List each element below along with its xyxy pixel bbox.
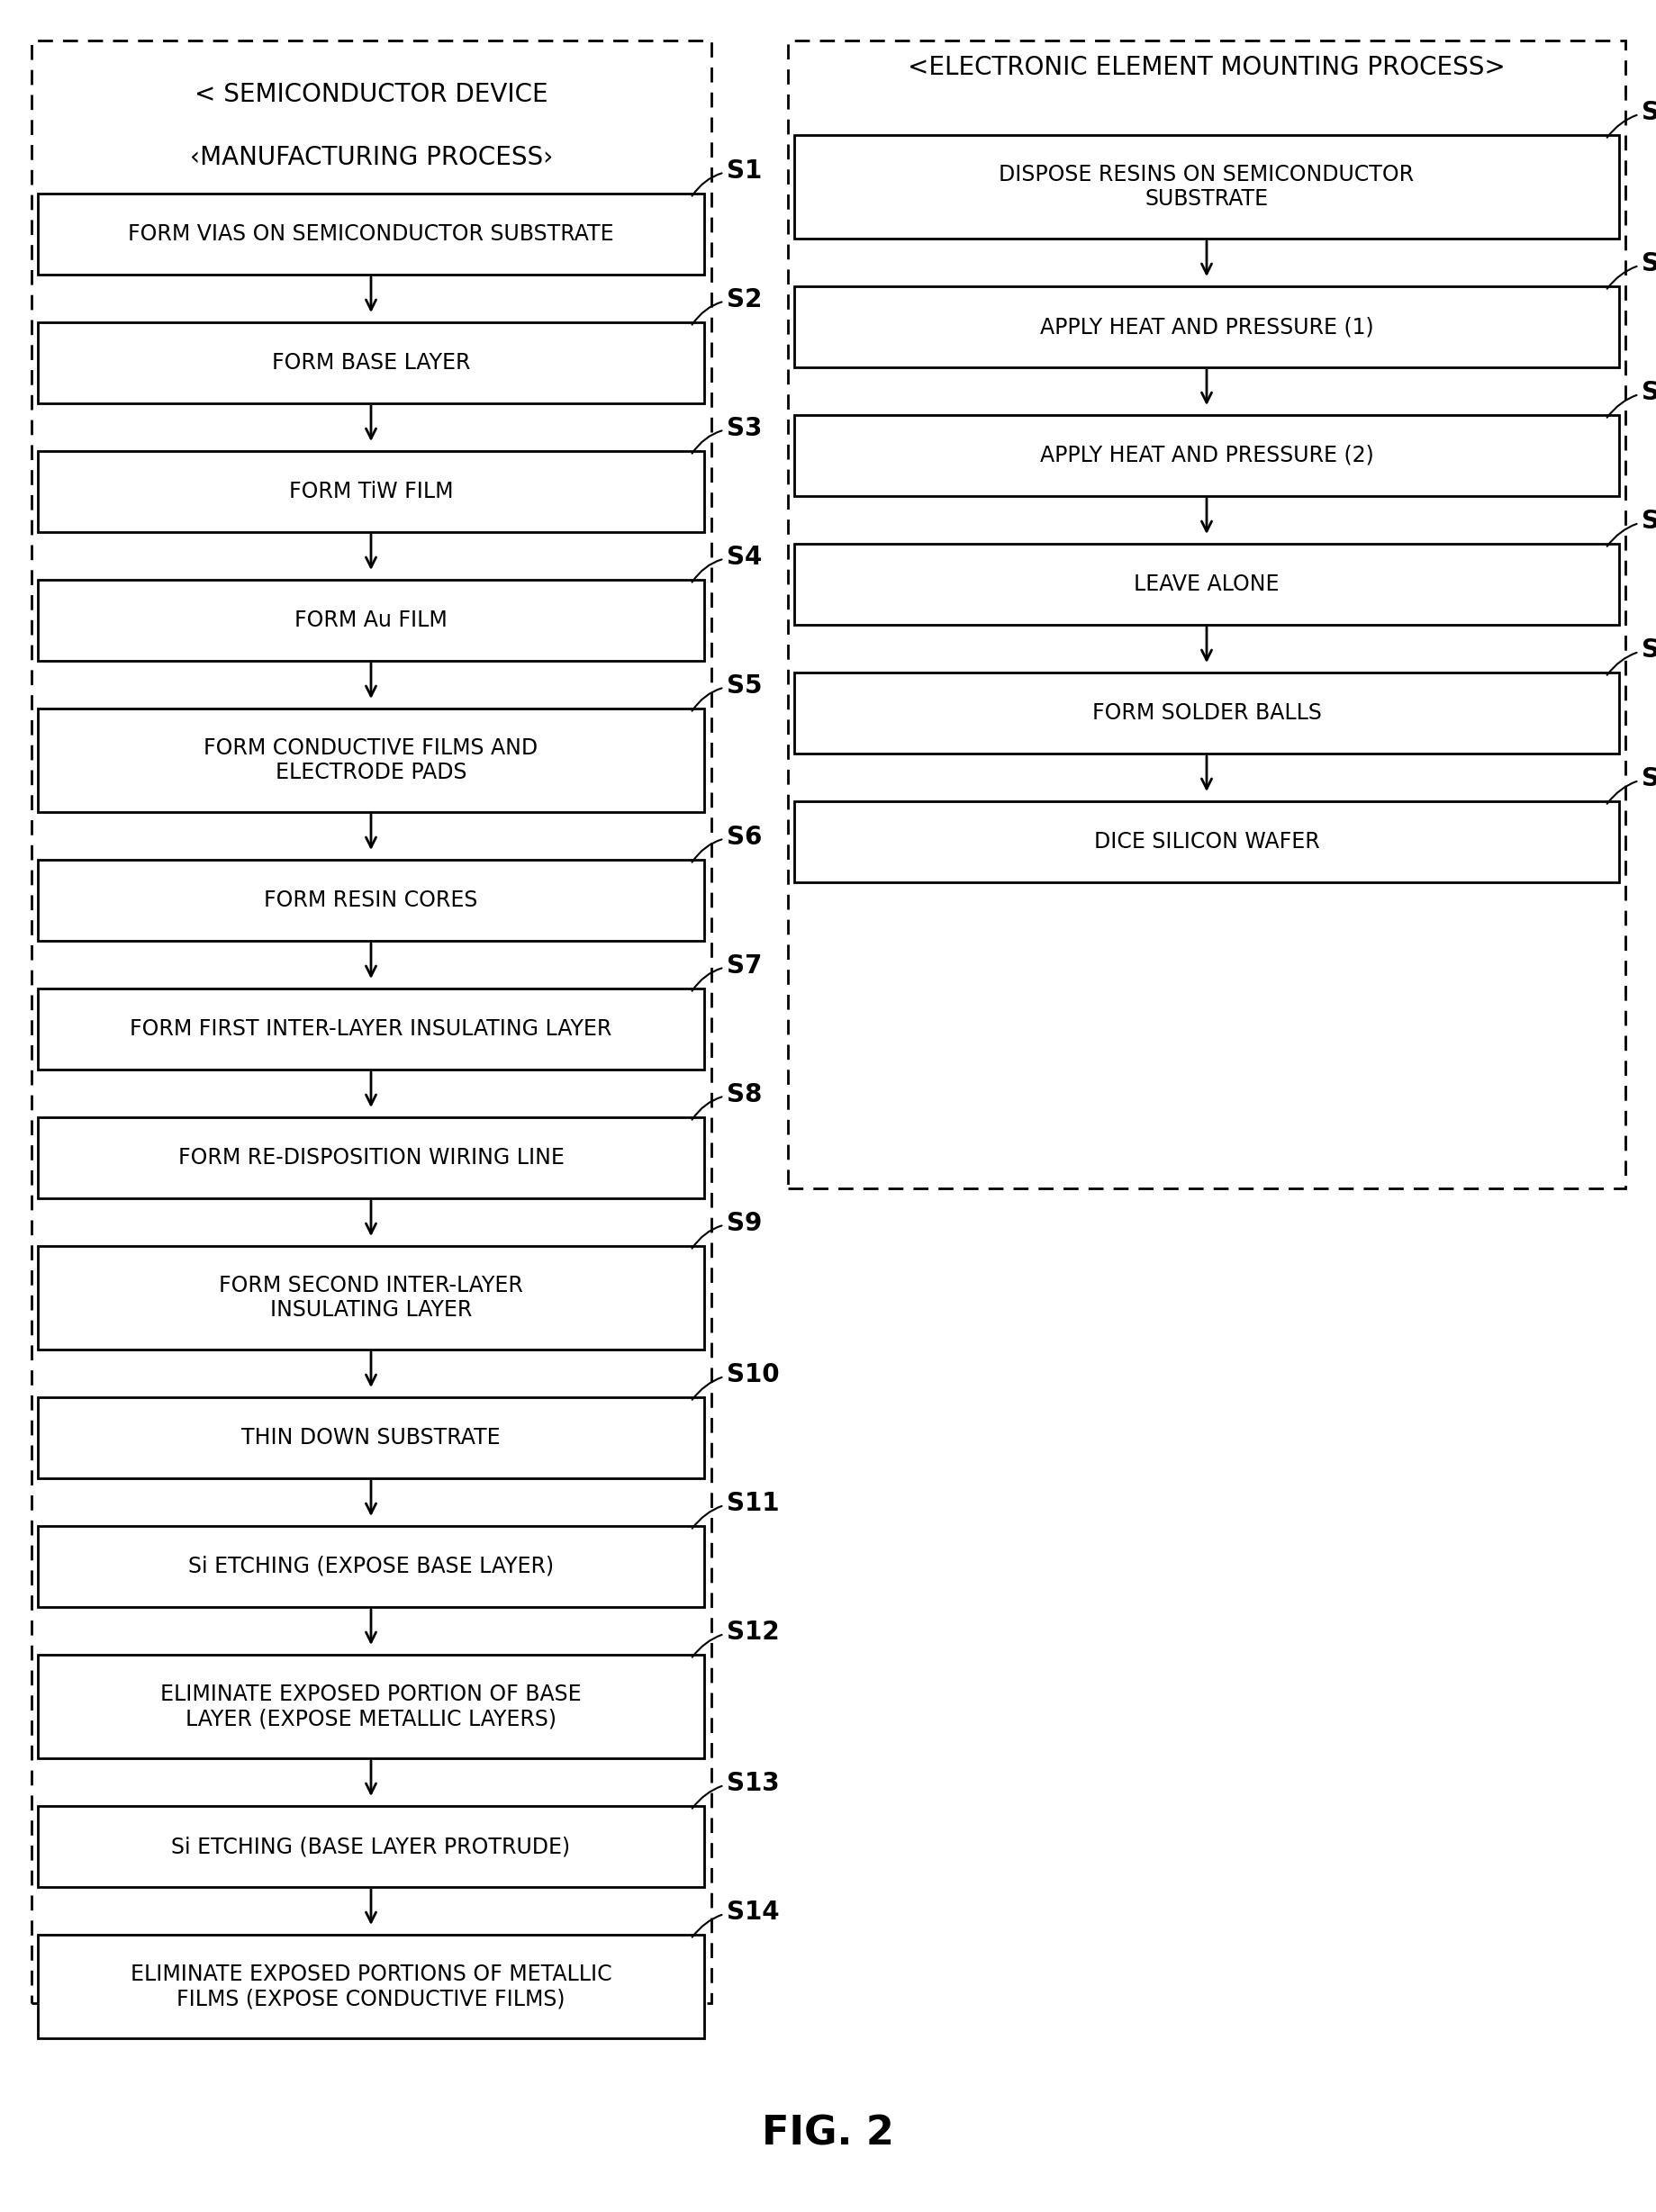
- Bar: [788, 40, 1626, 1188]
- Text: S17: S17: [1606, 380, 1656, 418]
- Text: FORM CONDUCTIVE FILMS AND
ELECTRODE PADS: FORM CONDUCTIVE FILMS AND ELECTRODE PADS: [204, 737, 538, 783]
- Bar: [38, 195, 704, 274]
- Text: FORM SOLDER BALLS: FORM SOLDER BALLS: [1091, 701, 1321, 723]
- Text: S12: S12: [692, 1619, 780, 1657]
- Text: S18: S18: [1606, 509, 1656, 546]
- Bar: [31, 40, 712, 2004]
- Text: S4: S4: [692, 544, 762, 582]
- Bar: [38, 1655, 704, 1759]
- Text: ELIMINATE EXPOSED PORTION OF BASE
LAYER (EXPOSE METALLIC LAYERS): ELIMINATE EXPOSED PORTION OF BASE LAYER …: [161, 1683, 581, 1730]
- Text: <ELECTRONIC ELEMENT MOUNTING PROCESS>: <ELECTRONIC ELEMENT MOUNTING PROCESS>: [907, 55, 1505, 80]
- Text: APPLY HEAT AND PRESSURE (2): APPLY HEAT AND PRESSURE (2): [1040, 445, 1373, 467]
- Text: FORM SECOND INTER-LAYER
INSULATING LAYER: FORM SECOND INTER-LAYER INSULATING LAYER: [219, 1274, 523, 1321]
- Bar: [38, 580, 704, 661]
- Text: S15: S15: [1606, 100, 1656, 137]
- Text: S14: S14: [692, 1900, 780, 1938]
- Text: ELIMINATE EXPOSED PORTIONS OF METALLIC
FILMS (EXPOSE CONDUCTIVE FILMS): ELIMINATE EXPOSED PORTIONS OF METALLIC F…: [131, 1964, 611, 2011]
- Text: THIN DOWN SUBSTRATE: THIN DOWN SUBSTRATE: [242, 1427, 500, 1449]
- Text: S10: S10: [692, 1363, 780, 1400]
- Text: S16: S16: [1606, 252, 1656, 290]
- Text: FORM BASE LAYER: FORM BASE LAYER: [272, 352, 470, 374]
- Bar: [795, 135, 1620, 239]
- Bar: [38, 1245, 704, 1349]
- Bar: [795, 544, 1620, 624]
- Text: FORM TiW FILM: FORM TiW FILM: [288, 480, 454, 502]
- Bar: [38, 860, 704, 940]
- Text: S3: S3: [692, 416, 762, 453]
- Text: S13: S13: [692, 1772, 780, 1809]
- Bar: [38, 708, 704, 812]
- Text: S6: S6: [692, 825, 762, 863]
- Text: S1: S1: [692, 159, 762, 197]
- Text: APPLY HEAT AND PRESSURE (1): APPLY HEAT AND PRESSURE (1): [1040, 316, 1373, 338]
- Bar: [38, 1805, 704, 1887]
- Text: Si ETCHING (BASE LAYER PROTRUDE): Si ETCHING (BASE LAYER PROTRUDE): [172, 1836, 571, 1858]
- Text: FORM RESIN CORES: FORM RESIN CORES: [263, 889, 479, 911]
- Text: FIG. 2: FIG. 2: [762, 2115, 894, 2152]
- Text: DICE SILICON WAFER: DICE SILICON WAFER: [1093, 832, 1320, 852]
- Text: FORM RE-DISPOSITION WIRING LINE: FORM RE-DISPOSITION WIRING LINE: [177, 1148, 565, 1168]
- Text: S8: S8: [692, 1082, 762, 1119]
- Text: LEAVE ALONE: LEAVE ALONE: [1134, 573, 1280, 595]
- Bar: [38, 1117, 704, 1199]
- Bar: [38, 323, 704, 403]
- Text: DISPOSE RESINS ON SEMICONDUCTOR
SUBSTRATE: DISPOSE RESINS ON SEMICONDUCTOR SUBSTRAT…: [999, 164, 1414, 210]
- Text: ‹MANUFACTURING PROCESS›: ‹MANUFACTURING PROCESS›: [190, 146, 553, 170]
- Text: S11: S11: [692, 1491, 780, 1528]
- Bar: [795, 416, 1620, 495]
- Text: < SEMICONDUCTOR DEVICE: < SEMICONDUCTOR DEVICE: [195, 82, 548, 106]
- Bar: [38, 1526, 704, 1606]
- Text: FORM Au FILM: FORM Au FILM: [295, 611, 447, 630]
- Bar: [38, 1398, 704, 1478]
- Bar: [38, 989, 704, 1071]
- Text: FORM VIAS ON SEMICONDUCTOR SUBSTRATE: FORM VIAS ON SEMICONDUCTOR SUBSTRATE: [128, 223, 614, 246]
- Text: S5: S5: [692, 672, 762, 710]
- Bar: [38, 1936, 704, 2037]
- Text: S2: S2: [692, 288, 762, 325]
- Bar: [795, 672, 1620, 754]
- Bar: [795, 801, 1620, 883]
- Text: FORM FIRST INTER-LAYER INSULATING LAYER: FORM FIRST INTER-LAYER INSULATING LAYER: [129, 1018, 613, 1040]
- Bar: [795, 285, 1620, 367]
- Text: S9: S9: [692, 1210, 762, 1248]
- Text: Si ETCHING (EXPOSE BASE LAYER): Si ETCHING (EXPOSE BASE LAYER): [189, 1555, 553, 1577]
- Text: S19: S19: [1606, 637, 1656, 675]
- Text: S20: S20: [1606, 765, 1656, 803]
- Text: S7: S7: [692, 953, 762, 991]
- Bar: [38, 451, 704, 533]
